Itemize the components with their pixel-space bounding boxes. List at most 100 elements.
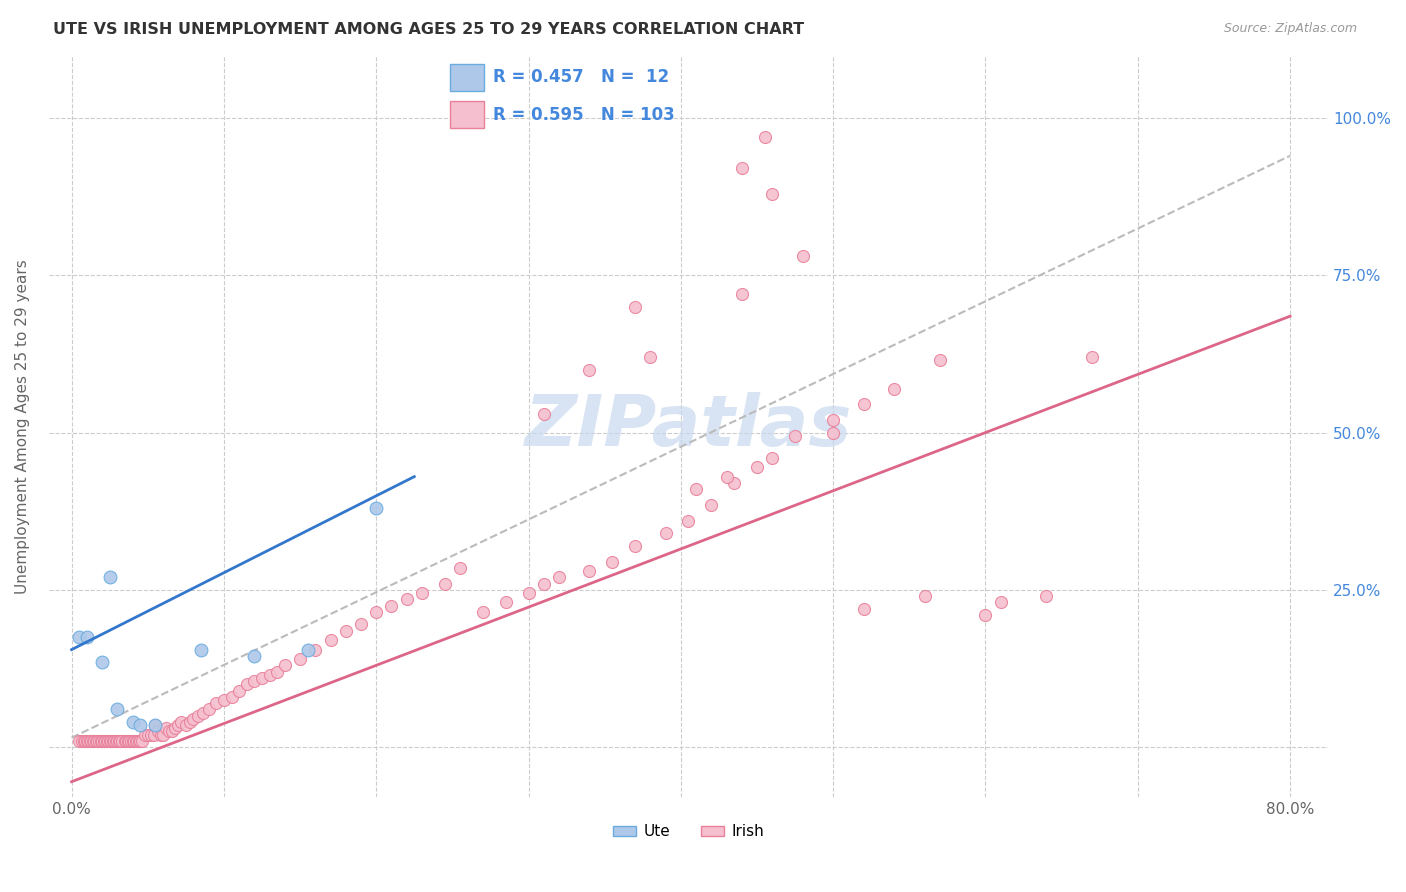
Point <box>91 734 114 748</box>
Point <box>136 727 159 741</box>
Point <box>754 129 776 144</box>
Point <box>190 642 212 657</box>
Point <box>103 734 125 748</box>
Point <box>77 734 100 748</box>
Point <box>86 734 108 748</box>
Point <box>1081 350 1104 364</box>
Point <box>150 727 173 741</box>
Point <box>212 693 235 707</box>
Point <box>170 714 193 729</box>
Point <box>82 734 104 748</box>
Point <box>121 714 143 729</box>
Point <box>304 642 326 657</box>
Point <box>716 469 738 483</box>
Point <box>350 617 373 632</box>
Point <box>624 539 647 553</box>
Point <box>108 734 131 748</box>
Point <box>578 362 600 376</box>
Point <box>823 413 845 427</box>
Point <box>105 734 128 748</box>
Point <box>79 734 101 748</box>
Point <box>823 425 845 440</box>
Point <box>266 665 288 679</box>
Point <box>974 607 997 622</box>
Point <box>67 630 90 644</box>
Point <box>533 576 555 591</box>
Point <box>145 718 167 732</box>
Point <box>145 718 167 732</box>
Point <box>167 718 190 732</box>
Point <box>243 674 266 689</box>
Point <box>115 734 138 748</box>
Point <box>174 718 197 732</box>
Point <box>471 605 494 619</box>
Y-axis label: Unemployment Among Ages 25 to 29 years: Unemployment Among Ages 25 to 29 years <box>15 259 30 594</box>
Point <box>335 624 357 638</box>
Point <box>129 718 152 732</box>
Point <box>73 734 96 748</box>
Point <box>179 714 201 729</box>
Point <box>533 407 555 421</box>
Point <box>157 724 180 739</box>
Legend: Ute, Irish: Ute, Irish <box>607 818 770 846</box>
Point <box>83 734 105 748</box>
Point <box>495 595 517 609</box>
Point <box>98 734 121 748</box>
Text: ZIPatlas: ZIPatlas <box>524 392 852 461</box>
Point <box>288 652 311 666</box>
Point <box>731 161 754 176</box>
Point <box>731 287 754 301</box>
Point <box>84 734 107 748</box>
Point <box>366 605 388 619</box>
Point <box>624 300 647 314</box>
Point <box>105 702 128 716</box>
Point <box>640 350 662 364</box>
Point <box>187 708 209 723</box>
Point <box>139 727 162 741</box>
Point <box>87 734 110 748</box>
Point <box>76 734 98 748</box>
FancyBboxPatch shape <box>450 63 484 91</box>
Point <box>235 677 257 691</box>
Point <box>928 353 950 368</box>
Point <box>118 734 141 748</box>
Point <box>449 561 471 575</box>
Point <box>578 564 600 578</box>
Point <box>100 734 122 748</box>
Point <box>914 589 936 603</box>
Point <box>654 526 676 541</box>
Point <box>128 734 150 748</box>
Point <box>142 727 165 741</box>
Point <box>783 428 806 442</box>
Point <box>259 667 281 681</box>
Point <box>127 734 149 748</box>
Point <box>120 734 142 748</box>
Point <box>433 576 456 591</box>
Point <box>72 734 94 748</box>
Point <box>366 501 388 516</box>
Point <box>131 734 153 748</box>
Point <box>297 642 319 657</box>
Point <box>990 595 1012 609</box>
Point <box>97 734 120 748</box>
Point <box>380 599 402 613</box>
Text: R = 0.595   N = 103: R = 0.595 N = 103 <box>492 105 675 123</box>
Point <box>250 671 273 685</box>
Point <box>1035 589 1057 603</box>
Point <box>124 734 146 748</box>
Point <box>165 721 187 735</box>
Point <box>94 734 117 748</box>
Point <box>129 734 152 748</box>
Point <box>411 586 433 600</box>
Point <box>761 186 783 201</box>
Point <box>548 570 571 584</box>
Point <box>152 727 174 741</box>
Point <box>600 555 623 569</box>
Point <box>110 734 132 748</box>
Text: R = 0.457   N =  12: R = 0.457 N = 12 <box>492 69 669 87</box>
Point <box>98 570 121 584</box>
Point <box>205 696 228 710</box>
Point <box>183 712 205 726</box>
Point <box>228 683 250 698</box>
Point <box>274 658 297 673</box>
